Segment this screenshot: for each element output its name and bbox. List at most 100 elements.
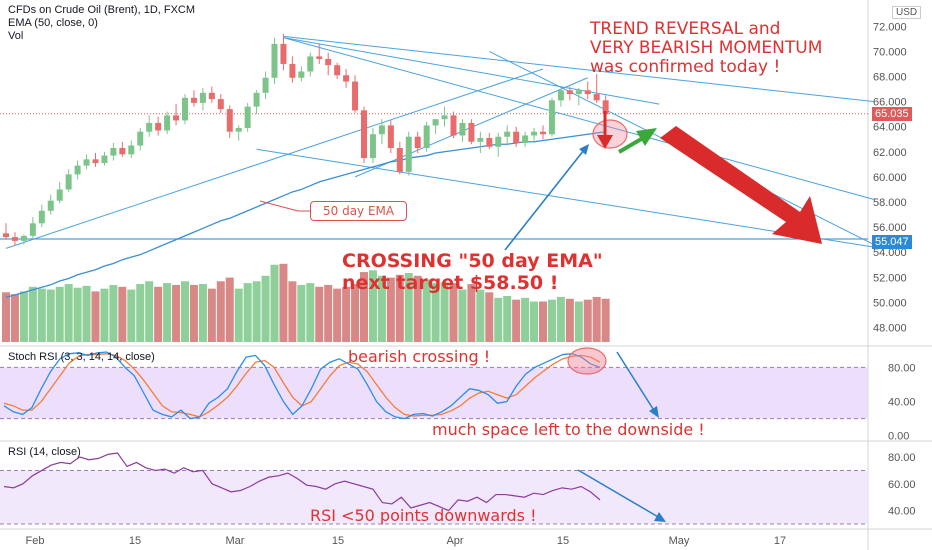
candle-body	[423, 125, 430, 149]
candle-body	[593, 94, 600, 101]
candle-body	[244, 106, 251, 128]
stoch-tick-label: 80.00	[888, 362, 916, 374]
volume-bar	[413, 275, 422, 342]
volume-bar	[163, 283, 172, 342]
candle-body	[557, 90, 564, 101]
candle-body	[566, 90, 573, 95]
ema-indicator-label: EMA (50, close, 0)	[8, 17, 98, 29]
volume-bar	[46, 289, 55, 342]
volume-bar	[91, 291, 100, 342]
volume-bar	[404, 273, 413, 342]
trend-note-line2: VERY BEARISH MOMENTUM	[590, 38, 823, 58]
candle-body	[432, 119, 439, 126]
crossing-note-line2: next target $58.50 !	[342, 272, 559, 294]
candle-body	[531, 131, 538, 136]
volume-bar	[333, 288, 342, 342]
candle-body	[575, 90, 582, 95]
candle-body	[182, 97, 188, 121]
volume-bar	[100, 288, 109, 342]
x-tick-label: 15	[557, 535, 569, 547]
volume-bar	[118, 286, 127, 342]
volume-bar	[592, 296, 601, 342]
rsi-tick-label: 80.00	[888, 452, 916, 464]
volume-bar	[395, 274, 404, 342]
trend-reversal-note: TREND REVERSAL and VERY BEARISH MOMENTUM…	[590, 20, 822, 77]
volume-bar	[270, 264, 279, 342]
candle-body	[548, 100, 555, 135]
candle-body	[468, 122, 475, 142]
volume-bar	[109, 284, 118, 342]
candle-body	[101, 155, 108, 164]
candle-body	[396, 148, 403, 172]
candle-body	[137, 131, 144, 146]
volume-bar	[82, 285, 91, 342]
price-tick-label: 70.000	[873, 46, 907, 58]
volume-bar	[243, 283, 252, 342]
price-tick-label: 56.000	[873, 222, 907, 234]
stoch-arrow-line	[616, 351, 656, 413]
candle-body	[495, 136, 502, 147]
volume-bar	[565, 298, 574, 342]
candle-body	[38, 210, 45, 224]
green-up-arrow-line	[617, 136, 645, 154]
volume-bar	[37, 288, 46, 342]
candle-body	[307, 56, 314, 72]
candle-body	[253, 92, 260, 107]
volume-bar	[574, 301, 583, 342]
x-tick-label: 15	[129, 535, 141, 547]
ema-callout-pointer	[259, 200, 310, 212]
small-down-arrow-head	[597, 135, 613, 149]
crossing-note-line1: CROSSING "50 day EMA"	[342, 250, 603, 272]
stoch-arrow-head	[649, 406, 659, 418]
volume-bar	[261, 275, 270, 342]
volume-bar	[225, 277, 234, 342]
trend-note-line1: TREND REVERSAL and	[590, 19, 781, 39]
volume-bar	[556, 296, 565, 342]
volume-bar	[476, 289, 485, 342]
pointer-arrow-head	[579, 144, 589, 155]
candle-body	[441, 115, 448, 120]
volume-bar	[288, 281, 297, 342]
trend-note-line3: was confirmed today !	[590, 57, 781, 77]
stoch-tick-label: 0.00	[888, 431, 909, 443]
candle-body	[262, 77, 269, 93]
candle-body	[190, 97, 197, 103]
crossing-ema-note: CROSSING "50 day EMA" next target $58.50…	[342, 250, 603, 294]
stoch-band	[0, 367, 868, 419]
candle-body	[289, 63, 296, 78]
ema-callout: 50 day EMA	[310, 201, 408, 221]
volume-bar	[512, 299, 521, 342]
volume-bar	[539, 301, 547, 342]
rsi-tick-label: 60.00	[888, 479, 916, 491]
candle-body	[361, 110, 367, 159]
volume-bar	[297, 284, 306, 342]
candle-body	[110, 148, 117, 156]
candle-body	[513, 131, 520, 144]
stoch-bearish-note: bearish crossing !	[348, 347, 491, 366]
candle-body	[504, 131, 511, 137]
candle-body	[3, 233, 9, 238]
volume-bar	[494, 297, 503, 342]
volume-bar	[368, 270, 377, 342]
volume-bar	[601, 298, 610, 342]
candle-body	[522, 135, 529, 144]
x-tick-label: Feb	[26, 535, 45, 547]
candle-body	[387, 125, 394, 149]
candle-body	[235, 127, 242, 132]
volume-bar	[485, 292, 494, 342]
candle-body	[477, 137, 484, 142]
candle-body	[155, 122, 162, 131]
price-tick-label: 62.000	[873, 147, 907, 159]
x-tick-label: 17	[774, 535, 786, 547]
candle-body	[56, 189, 63, 201]
level-price-tag: 55.047	[872, 235, 912, 249]
volume-bar	[547, 299, 556, 342]
volume-bar	[315, 286, 324, 342]
candle-body	[378, 125, 385, 135]
ema-50-line	[5, 131, 606, 298]
stoch-k-line	[3, 351, 601, 420]
candle-body	[334, 65, 341, 76]
rsi-band	[0, 470, 868, 524]
candle-body	[74, 165, 81, 175]
